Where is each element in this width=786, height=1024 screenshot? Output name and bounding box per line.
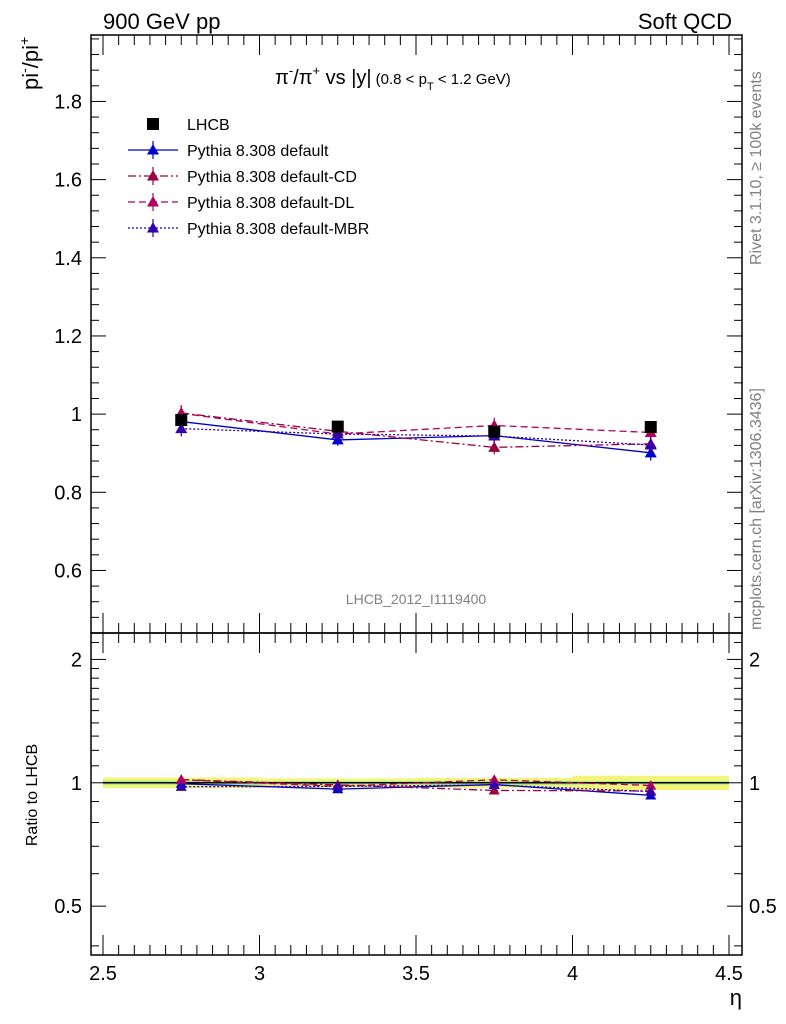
ylabel-b-sup: + xyxy=(16,37,32,45)
ratio-point-dl xyxy=(175,774,187,784)
series-line-dl xyxy=(181,412,651,435)
title-plus: + xyxy=(313,63,321,78)
title-cut-sub: T xyxy=(427,81,434,93)
title-vs: vs |y| xyxy=(320,67,372,89)
legend-marker-default xyxy=(147,144,159,155)
plot-title: π-/π+ vs |y| (0.8 < pT < 1.2 GeV) xyxy=(275,63,511,93)
ratio-point-mbr xyxy=(488,779,500,790)
ratio-point-mbr xyxy=(645,786,657,796)
upper-y-tick-label: 0.8 xyxy=(54,482,82,504)
source-label: mcplots.cern.ch [arXiv:1306.3436] xyxy=(748,388,765,630)
data-point-lhcb xyxy=(644,421,657,434)
data-point-mbr xyxy=(175,422,188,434)
ratio-y-tick-label-right: 0.5 xyxy=(749,896,777,918)
x-tick-label: 3.5 xyxy=(402,963,430,985)
x-tick-label: 3 xyxy=(254,963,265,985)
ylabel-a-sup: - xyxy=(16,68,32,73)
series-line-mbr xyxy=(181,427,651,446)
upper-y-tick-label: 1.2 xyxy=(54,326,82,348)
lower-panel-content xyxy=(103,774,729,800)
ratio-y-tick-label-left: 1 xyxy=(71,773,82,795)
data-point-mbr xyxy=(331,428,344,439)
data-point-lhcb xyxy=(175,413,188,426)
x-tick-label: 4.5 xyxy=(715,963,743,985)
ratio-line-dl xyxy=(181,779,651,788)
series-line-cd xyxy=(181,412,651,448)
title-cut-close: < 1.2 GeV) xyxy=(434,71,511,88)
data-point-lhcb xyxy=(488,425,501,438)
axes-group: 0.6 0.8 1 1.2 1.4 1.6 1.8 0.5 0.5 1 1 2 2 2.5 3 3.5 4 4.5 xyxy=(54,34,777,985)
legend-label-default: Pythia 8.308 default xyxy=(187,143,329,160)
legend-marker-cd xyxy=(147,170,159,181)
upper-y-tick-label: 1.6 xyxy=(54,170,82,192)
x-axis-label: η xyxy=(730,985,742,1010)
ratio-point-dl xyxy=(488,774,500,784)
legend-label-mbr: Pythia 8.308 default-MBR xyxy=(187,221,369,238)
analysis-watermark: LHCB_2012_I1119400 xyxy=(346,591,487,607)
data-point-cd xyxy=(488,441,501,452)
title-cut-open: (0.8 < p xyxy=(376,71,427,88)
ratio-point-mbr xyxy=(332,780,344,791)
data-point-lhcb xyxy=(331,420,344,433)
ratio-line-cd xyxy=(181,778,651,792)
legend-marker-dl xyxy=(147,196,159,207)
rivet-label: Rivet 3.1.10, ≥ 100k events xyxy=(748,71,765,265)
legend-marker-data xyxy=(147,118,159,130)
ratio-line-default xyxy=(181,783,651,796)
upper-y-tick-label: 0.6 xyxy=(54,560,82,582)
upper-ylabel: pi-/pi+ xyxy=(16,37,43,90)
title-minus: - xyxy=(289,63,293,78)
legend-marker-mbr xyxy=(147,222,159,233)
upper-y-tick-label: 1 xyxy=(71,404,82,426)
ratio-point-mbr xyxy=(175,781,187,791)
lower-frame xyxy=(90,632,743,956)
series-line-default xyxy=(181,420,651,454)
ratio-y-tick-label-right: 2 xyxy=(749,649,760,671)
x-tick-label: 2.5 xyxy=(89,963,117,985)
legend-label-cd: Pythia 8.308 default-CD xyxy=(187,169,357,186)
ylabel-a: pi xyxy=(18,73,43,90)
title-pi-1: π xyxy=(275,67,289,89)
upper-y-tick-label: 1.8 xyxy=(54,91,82,113)
x-tick-label: 4 xyxy=(567,963,578,985)
upper-y-tick-label: 1.4 xyxy=(54,248,82,270)
ratio-y-tick-label-right: 1 xyxy=(749,773,760,795)
legend-label-data: LHCB xyxy=(187,117,230,134)
ratio-y-tick-label-left: 2 xyxy=(71,649,82,671)
header-right: Soft QCD xyxy=(638,9,732,34)
upper-panel-content xyxy=(175,405,657,461)
title-pi-2: π xyxy=(299,67,313,89)
header-left: 900 GeV pp xyxy=(103,9,220,34)
ratio-y-tick-label-left: 0.5 xyxy=(54,896,82,918)
ylabel-b: /pi xyxy=(18,45,43,68)
ratio-point-dl xyxy=(645,779,657,790)
data-point-mbr xyxy=(644,439,657,450)
title-slash: / xyxy=(293,67,299,89)
lower-ylabel: Ratio to LHCB xyxy=(24,744,41,846)
legend-label-dl: Pythia 8.308 default-DL xyxy=(187,195,354,212)
legend: LHCB Pythia 8.308 default Pythia 8.308 def… xyxy=(128,117,369,238)
ratio-point-cd xyxy=(488,784,500,795)
